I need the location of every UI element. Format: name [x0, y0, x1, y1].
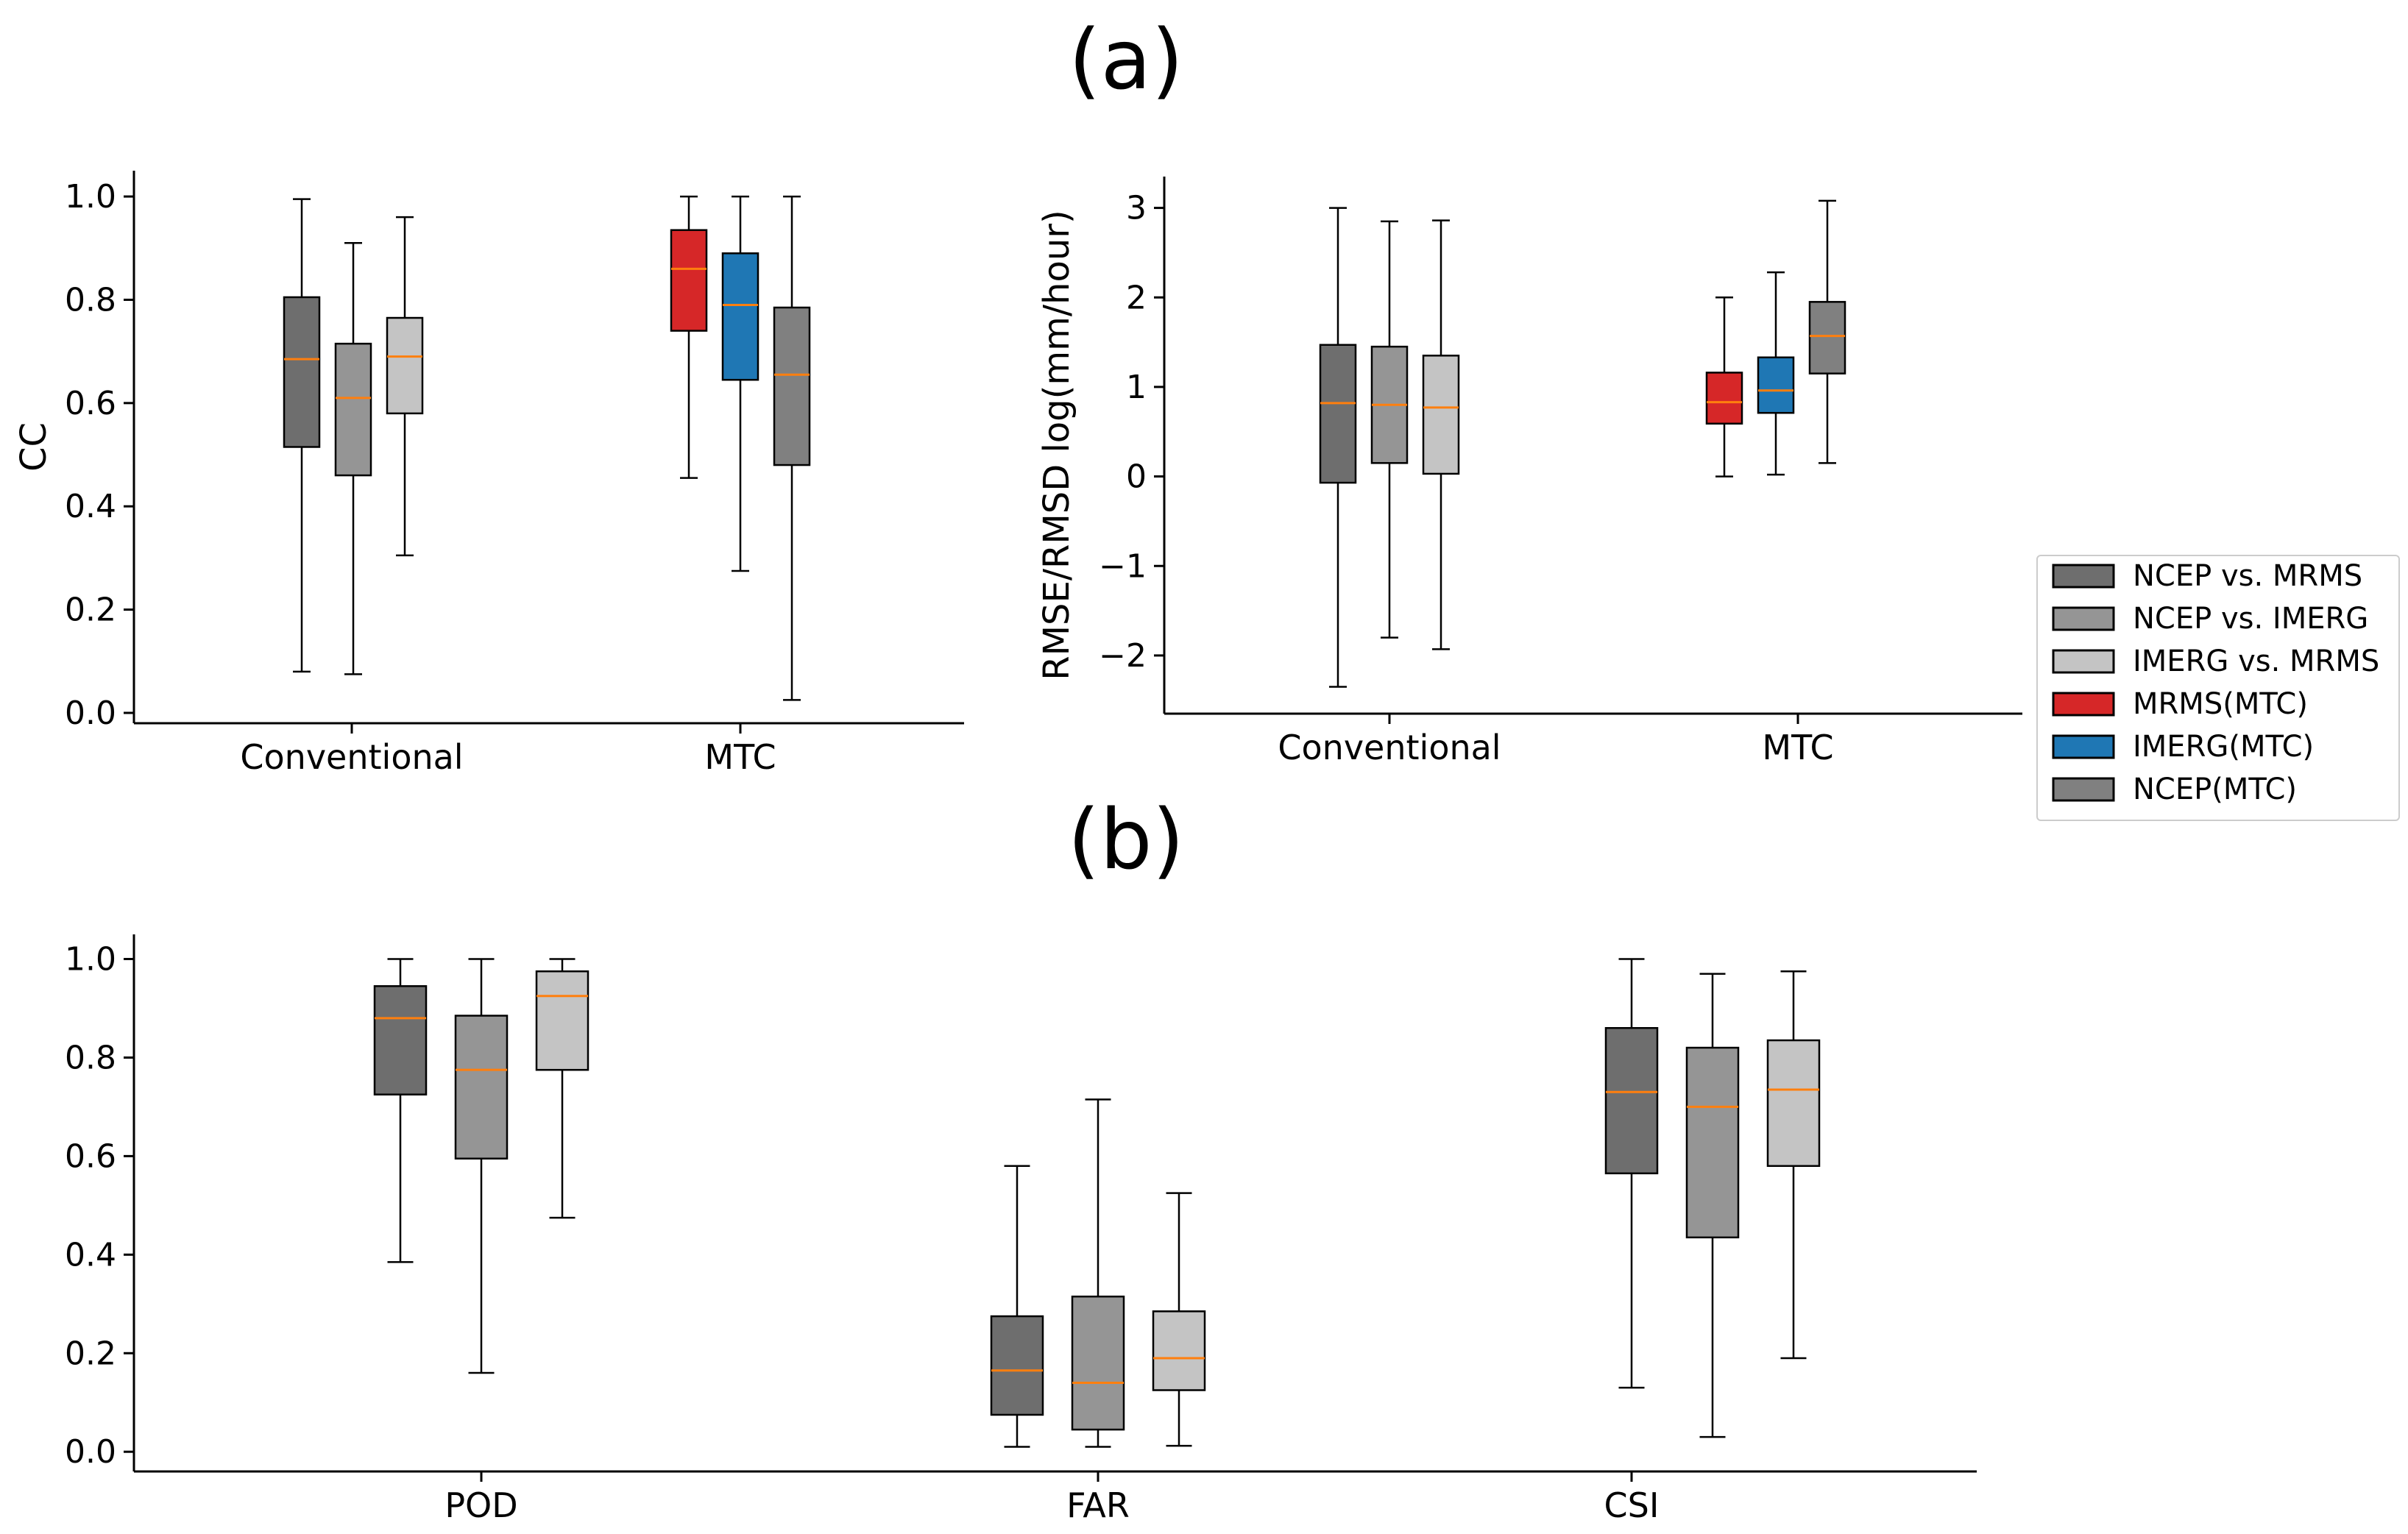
x-tick-label: CSI	[1604, 1485, 1660, 1525]
box-plot	[386, 216, 424, 557]
box-iqr	[1071, 1295, 1125, 1431]
legend-label: NCEP vs. MRMS	[2133, 559, 2362, 593]
box-plot	[1071, 1098, 1125, 1448]
y-tick-label: −1	[1099, 547, 1147, 585]
y-tick-label: 3	[1126, 190, 1147, 227]
box-iqr	[283, 296, 321, 448]
box-plot	[990, 1165, 1044, 1448]
x-tick-label: Conventional	[1278, 728, 1501, 767]
y-tick-label: 0.2	[65, 1335, 116, 1372]
legend-label: IMERG(MTC)	[2133, 730, 2314, 764]
box-iqr	[1685, 1046, 1740, 1239]
box-plot	[535, 958, 589, 1219]
panel-label-b: (b)	[1068, 792, 1184, 888]
box-plot	[1757, 271, 1795, 476]
box-plot	[454, 958, 509, 1374]
box-iqr	[721, 252, 759, 381]
legend-item: NCEP(MTC)	[2052, 773, 2297, 806]
legend-swatch	[2052, 606, 2115, 631]
y-tick-label: 0.4	[65, 1236, 116, 1274]
legend-label: NCEP vs. IMERG	[2133, 602, 2368, 636]
legend-label: NCEP(MTC)	[2133, 773, 2297, 806]
legend-frame	[2036, 555, 2400, 821]
legend-item: IMERG vs. MRMS	[2052, 645, 2379, 678]
legend-swatch	[2052, 734, 2115, 759]
legend-swatch	[2052, 649, 2115, 674]
box-iqr	[1422, 355, 1460, 475]
y-tick-label: 1.0	[65, 178, 116, 216]
box-iqr	[1808, 301, 1846, 374]
x-tick-label: Conventional	[240, 737, 463, 777]
y-tick-label: 0.2	[65, 592, 116, 629]
box-plot	[1319, 207, 1357, 688]
x-tick-label: MTC	[704, 737, 776, 777]
box-iqr	[334, 342, 372, 477]
y-axis-title: CC	[13, 422, 54, 472]
legend-label: IMERG vs. MRMS	[2133, 645, 2379, 678]
chart-cc: 0.0 0.2 0.4 0.6 0.8 1.0 Conventional MTC CC	[13, 171, 964, 777]
box-plot	[373, 958, 428, 1263]
legend-item: NCEP vs. IMERG	[2052, 602, 2368, 636]
chart-scores: 0.0 0.2 0.4 0.6 0.8 1.0 POD FAR CSI	[65, 934, 1977, 1525]
x-tick-label: POD	[445, 1485, 517, 1525]
y-tick-label: 0.6	[65, 1137, 116, 1175]
box-plot	[1152, 1192, 1206, 1447]
box-iqr	[373, 985, 428, 1096]
box-iqr	[990, 1315, 1044, 1416]
box-plot	[1685, 973, 1740, 1438]
box-plot	[670, 195, 708, 479]
legend-swatch	[2052, 692, 2115, 717]
panel-label-a: (a)	[1069, 13, 1183, 108]
box-plot	[773, 195, 811, 701]
box-iqr	[535, 970, 589, 1071]
y-tick-label: 0.6	[65, 385, 116, 422]
box-plot	[1808, 199, 1846, 464]
y-tick-label: 0.8	[65, 281, 116, 319]
y-tick-label: 0.4	[65, 488, 116, 525]
y-tick-label: 0	[1126, 458, 1147, 496]
box-iqr	[1757, 356, 1795, 414]
box-plot	[721, 195, 759, 572]
legend-item: NCEP vs. MRMS	[2052, 559, 2362, 593]
legend-swatch	[2052, 777, 2115, 802]
box-iqr	[1705, 372, 1743, 425]
box-plot	[283, 198, 321, 673]
box-plot	[1705, 296, 1743, 477]
legend-item: IMERG(MTC)	[2052, 730, 2314, 764]
y-axis-title: RMSE/RMSD log(mm/hour)	[1036, 210, 1077, 680]
y-tick-label: 0.0	[65, 1433, 116, 1471]
box-plot	[1370, 220, 1409, 639]
legend-item: MRMS(MTC)	[2052, 687, 2308, 721]
y-tick-label: 0.0	[65, 695, 116, 732]
box-plot	[1766, 970, 1821, 1360]
y-tick-label: −2	[1099, 637, 1147, 675]
x-tick-label: FAR	[1066, 1485, 1130, 1525]
legend: NCEP vs. MRMS NCEP vs. IMERG IMERG vs. M…	[2036, 555, 2400, 821]
box-iqr	[1319, 344, 1357, 484]
box-iqr	[386, 316, 424, 415]
legend-label: MRMS(MTC)	[2133, 687, 2308, 721]
box-plot	[1422, 219, 1460, 650]
box-iqr	[454, 1015, 509, 1160]
legend-swatch	[2052, 564, 2115, 589]
chart-rmse: −2 −1 0 1 2 3 Conventional MTC RMSE/RMSD log(mm/…	[1036, 177, 2022, 767]
y-tick-label: 0.8	[65, 1039, 116, 1076]
box-plot	[1604, 958, 1659, 1389]
box-iqr	[1604, 1026, 1659, 1175]
box-iqr	[1152, 1310, 1206, 1391]
y-tick-label: 1.0	[65, 940, 116, 978]
y-tick-label: 1	[1126, 369, 1147, 406]
box-iqr	[670, 229, 708, 332]
box-plot	[334, 242, 372, 675]
y-tick-label: 2	[1126, 279, 1147, 316]
box-iqr	[1766, 1039, 1821, 1168]
x-tick-label: MTC	[1762, 728, 1833, 767]
box-iqr	[773, 306, 811, 466]
